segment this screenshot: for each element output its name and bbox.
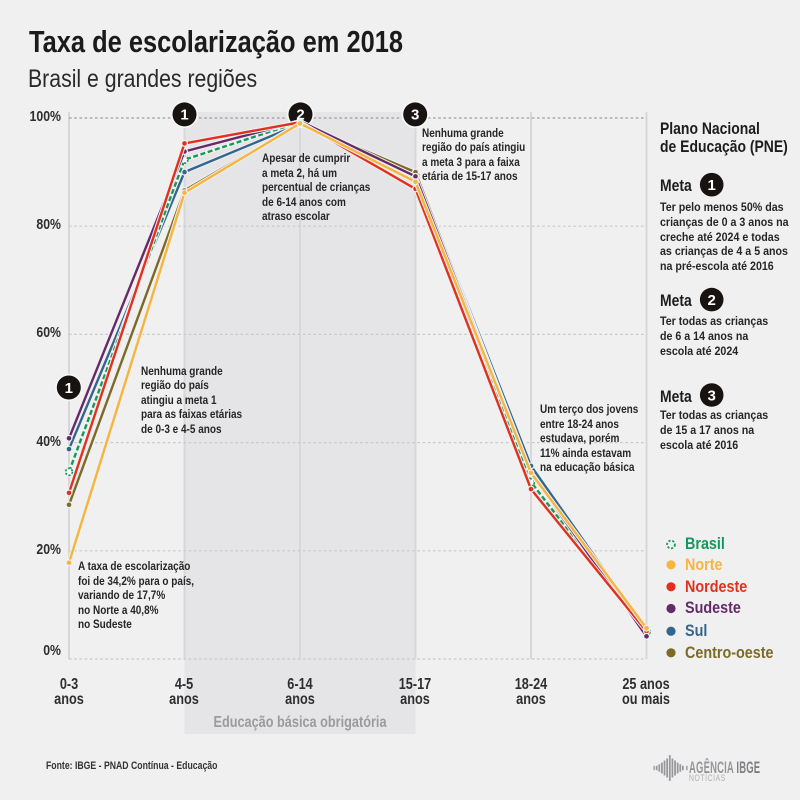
svg-text:1: 1 <box>65 380 73 397</box>
svg-text:2: 2 <box>708 292 716 309</box>
svg-text:1: 1 <box>708 177 716 194</box>
svg-text:2: 2 <box>296 107 304 124</box>
svg-text:3: 3 <box>411 107 419 124</box>
svg-text:1: 1 <box>180 107 188 124</box>
svg-text:3: 3 <box>708 387 716 404</box>
